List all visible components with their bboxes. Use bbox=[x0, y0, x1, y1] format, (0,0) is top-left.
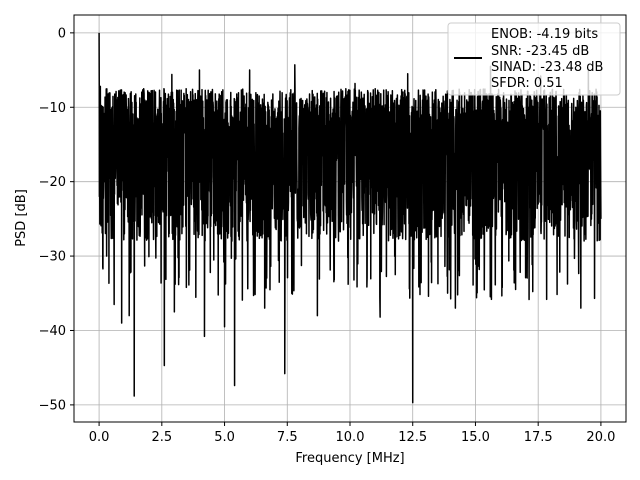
legend-box bbox=[447, 22, 621, 96]
legend: ENOB: -4.19 bits SNR: -23.45 dB SINAD: -… bbox=[447, 22, 621, 96]
x-tick-label: 10.0 bbox=[336, 430, 365, 445]
legend-entry-snr: SNR: -23.45 dB bbox=[491, 44, 589, 59]
x-tick-label: 17.5 bbox=[524, 430, 553, 445]
y-axis: 0 −10 −20 −30 −40 −50 bbox=[39, 26, 74, 413]
y-tick-label: 0 bbox=[58, 26, 66, 41]
legend-entry-enob: ENOB: -4.19 bits bbox=[491, 27, 598, 42]
psd-trace bbox=[98, 32, 602, 404]
x-tick-label: 12.5 bbox=[398, 430, 427, 445]
legend-entry-sinad: SINAD: -23.48 dB bbox=[491, 60, 603, 75]
x-tick-label: 20.0 bbox=[586, 430, 615, 445]
x-tick-label: 7.5 bbox=[277, 430, 298, 445]
x-tick-label: 5.0 bbox=[214, 430, 235, 445]
legend-entry-sfdr: SFDR: 0.51 bbox=[491, 76, 563, 91]
y-tick-label: −50 bbox=[39, 398, 66, 413]
x-tick-label: 2.5 bbox=[151, 430, 172, 445]
x-tick-label: 0.0 bbox=[89, 430, 110, 445]
y-tick-label: −40 bbox=[39, 324, 66, 339]
y-tick-label: −30 bbox=[39, 250, 66, 265]
x-axis-label: Frequency [MHz] bbox=[295, 451, 404, 466]
x-axis: 0.0 2.5 5.0 7.5 10.0 12.5 15.0 17.5 20.0 bbox=[89, 422, 615, 445]
x-tick-label: 15.0 bbox=[461, 430, 490, 445]
y-tick-label: −20 bbox=[39, 175, 66, 190]
y-tick-label: −10 bbox=[39, 101, 66, 116]
y-axis-label: PSD [dB] bbox=[14, 189, 29, 247]
series-line bbox=[98, 32, 602, 404]
